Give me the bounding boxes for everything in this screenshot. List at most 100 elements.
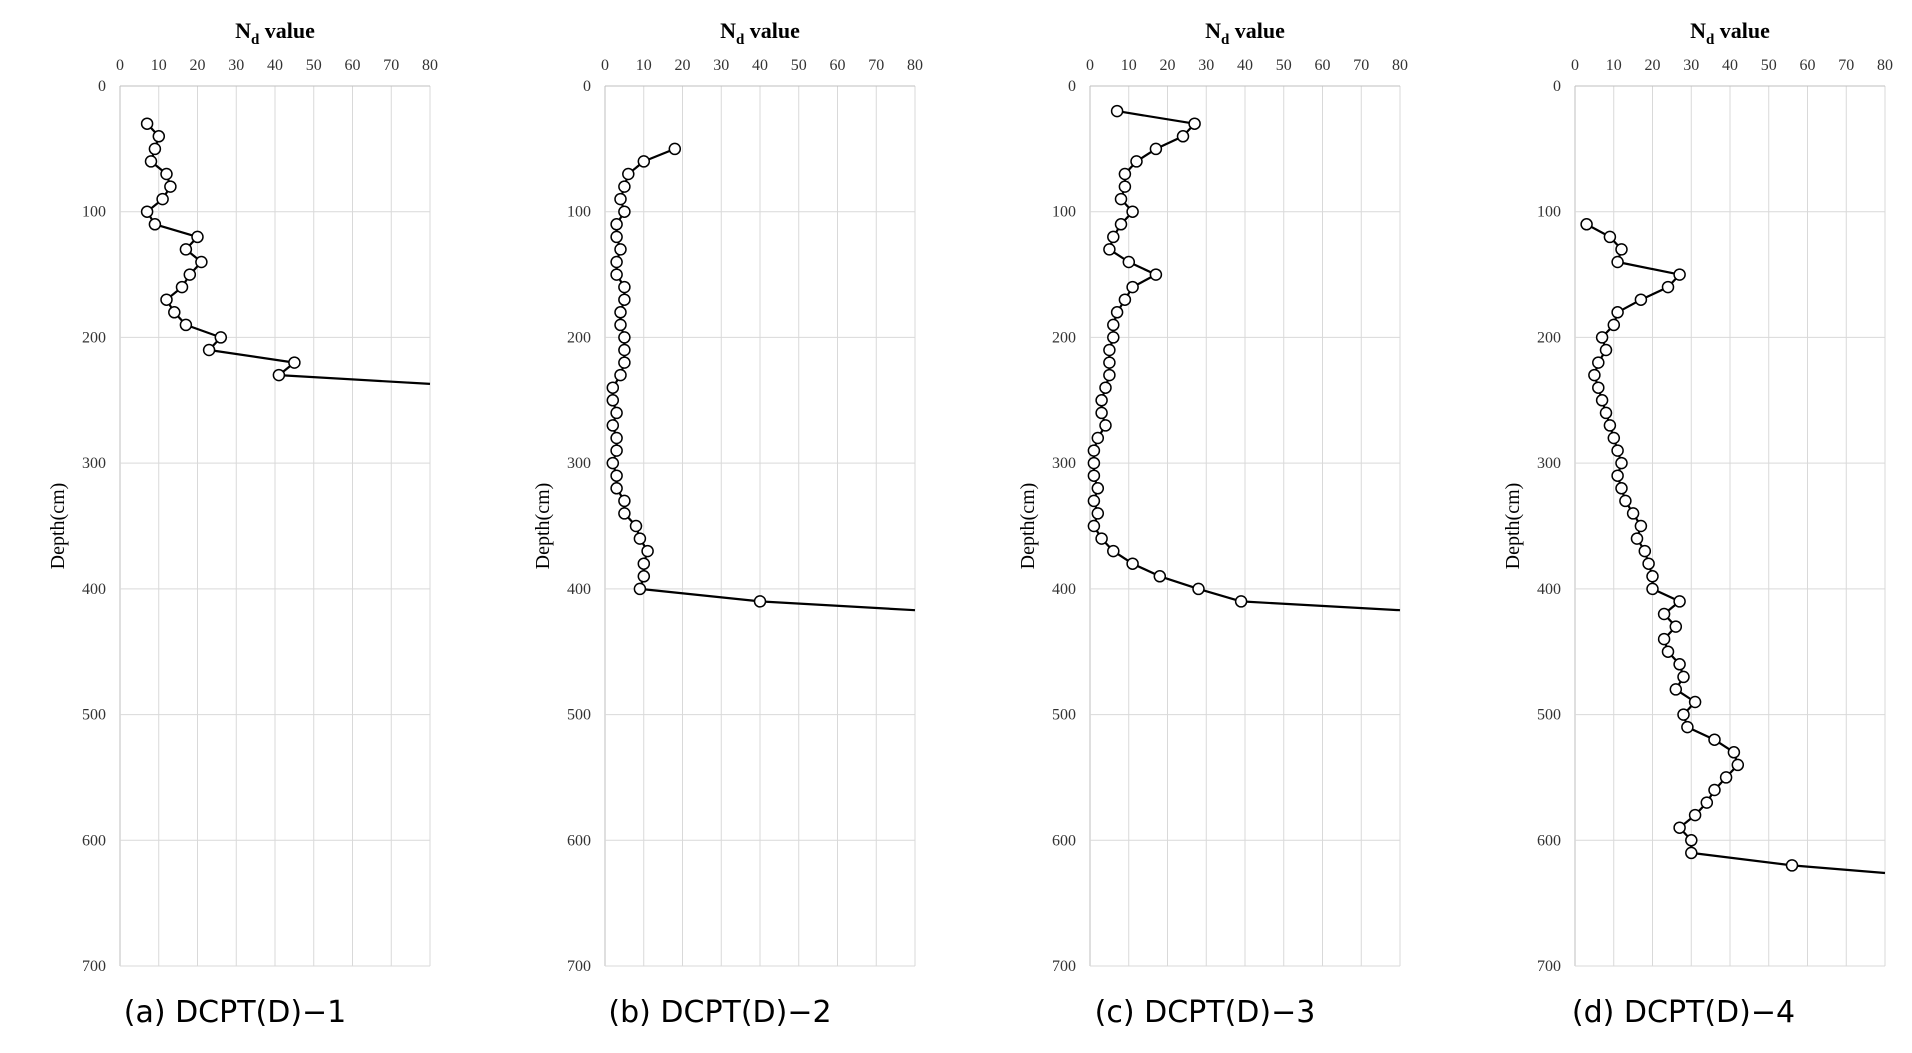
data-point bbox=[1099, 381, 1112, 394]
data-point bbox=[1615, 482, 1628, 495]
data-point bbox=[610, 444, 623, 457]
x-tick-label: 80 bbox=[422, 57, 438, 74]
data-point bbox=[1091, 507, 1105, 520]
x-axis-title-sub: d bbox=[1706, 32, 1715, 48]
x-axis-title: Nd value bbox=[1205, 18, 1285, 48]
y-tick-label: 0 bbox=[583, 78, 591, 95]
x-tick-label: 80 bbox=[1392, 57, 1408, 74]
x-tick-label: 10 bbox=[636, 57, 652, 74]
x-axis-title-main: N bbox=[235, 18, 251, 43]
data-point bbox=[1087, 444, 1101, 457]
data-point bbox=[618, 494, 631, 508]
x-tick-label: 0 bbox=[601, 57, 609, 74]
data-point bbox=[1700, 796, 1714, 809]
data-point bbox=[1149, 142, 1163, 156]
y-axis-title: Depth(cm) bbox=[532, 483, 554, 570]
data-point bbox=[610, 406, 623, 420]
x-tick-label: 60 bbox=[1800, 57, 1816, 74]
y-tick-label: 300 bbox=[82, 455, 106, 472]
data-point bbox=[1087, 456, 1101, 470]
x-tick-label: 50 bbox=[791, 57, 807, 74]
chart-a: 0 10 20 30 40 50 60 70 80 0 100 200 300 400 500 600 700 N… bbox=[47, 18, 438, 975]
data-point bbox=[618, 205, 631, 218]
data-point bbox=[1126, 280, 1139, 294]
data-point bbox=[1126, 557, 1139, 570]
data-point bbox=[1630, 532, 1644, 545]
x-tick-label: 70 bbox=[383, 57, 399, 74]
data-point bbox=[610, 431, 623, 445]
data-point bbox=[1708, 733, 1721, 746]
x-axis-title-main: N bbox=[720, 18, 736, 43]
data-point bbox=[1118, 180, 1132, 193]
data-point bbox=[641, 544, 654, 558]
y-tick-label: 500 bbox=[567, 707, 591, 724]
y-tick-label: 100 bbox=[1537, 204, 1561, 221]
data-point bbox=[668, 142, 682, 156]
data-point bbox=[1611, 469, 1624, 482]
data-point bbox=[618, 507, 631, 520]
series-line-d bbox=[1586, 223, 1886, 875]
x-tick-label: 80 bbox=[907, 57, 923, 74]
data-point bbox=[1107, 544, 1120, 558]
data-point bbox=[1122, 255, 1136, 269]
data-point bbox=[1634, 293, 1648, 306]
caption-d: (d) DCPT(D)−4 bbox=[1571, 995, 1796, 1030]
data-point bbox=[144, 155, 158, 168]
data-point bbox=[1188, 117, 1201, 130]
chart-panel-c: 0 10 20 30 40 50 60 70 80 0 100 200 300 400 500 600 700 N… bbox=[970, 0, 1440, 1053]
y-tick-label: 600 bbox=[1052, 832, 1076, 849]
data-point bbox=[1192, 582, 1205, 596]
x-tick-label: 40 bbox=[1237, 57, 1253, 74]
data-point bbox=[618, 293, 631, 306]
data-point bbox=[1646, 582, 1659, 596]
x-tick-label: 50 bbox=[1276, 57, 1292, 74]
x-axis-title-rest: value bbox=[744, 18, 800, 43]
y-tick-label: 0 bbox=[1068, 78, 1076, 95]
series-line-b bbox=[611, 147, 916, 612]
chart-c: 0 10 20 30 40 50 60 70 80 0 100 200 300 400 500 600 700 N… bbox=[1017, 18, 1408, 975]
data-point bbox=[622, 167, 635, 181]
x-axis-title-rest: value bbox=[259, 18, 315, 43]
data-point bbox=[148, 142, 162, 156]
x-tick-label: 20 bbox=[190, 57, 206, 74]
data-point bbox=[1611, 306, 1624, 319]
data-point bbox=[1580, 218, 1593, 231]
data-point bbox=[1626, 507, 1640, 520]
data-point bbox=[1114, 218, 1128, 231]
data-point bbox=[1607, 431, 1621, 445]
data-point bbox=[1095, 406, 1108, 420]
data-point bbox=[1708, 783, 1721, 797]
data-point bbox=[1661, 645, 1675, 658]
data-point bbox=[637, 570, 651, 583]
y-axis-title: Depth(cm) bbox=[1502, 483, 1524, 570]
data-point bbox=[1103, 243, 1116, 256]
data-point bbox=[1234, 595, 1248, 608]
x-tick-label: 10 bbox=[1606, 57, 1622, 74]
data-point bbox=[164, 180, 177, 193]
data-point bbox=[152, 130, 166, 143]
data-point bbox=[1603, 419, 1617, 432]
data-point bbox=[202, 343, 216, 357]
data-point bbox=[1107, 331, 1120, 344]
data-point bbox=[637, 557, 651, 570]
series-line-a bbox=[146, 122, 431, 385]
data-point bbox=[195, 255, 208, 269]
data-point bbox=[1673, 595, 1686, 608]
y-axis-title: Depth(cm) bbox=[1017, 483, 1039, 570]
y-tick-label: 100 bbox=[567, 204, 591, 221]
data-point bbox=[606, 394, 620, 407]
data-point bbox=[1669, 620, 1683, 633]
x-axis-title: Nd value bbox=[720, 18, 800, 48]
x-tick-label: 0 bbox=[1086, 57, 1094, 74]
data-point bbox=[1595, 331, 1609, 344]
data-point bbox=[1095, 532, 1108, 545]
data-point bbox=[614, 368, 627, 382]
x-tick-label: 30 bbox=[228, 57, 244, 74]
data-point bbox=[1095, 394, 1108, 407]
y-tick-label: 100 bbox=[82, 204, 106, 221]
data-point bbox=[140, 205, 154, 218]
y-tick-label: 700 bbox=[82, 958, 106, 975]
y-tick-label: 600 bbox=[82, 832, 106, 849]
x-axis-title-rest: value bbox=[1229, 18, 1285, 43]
